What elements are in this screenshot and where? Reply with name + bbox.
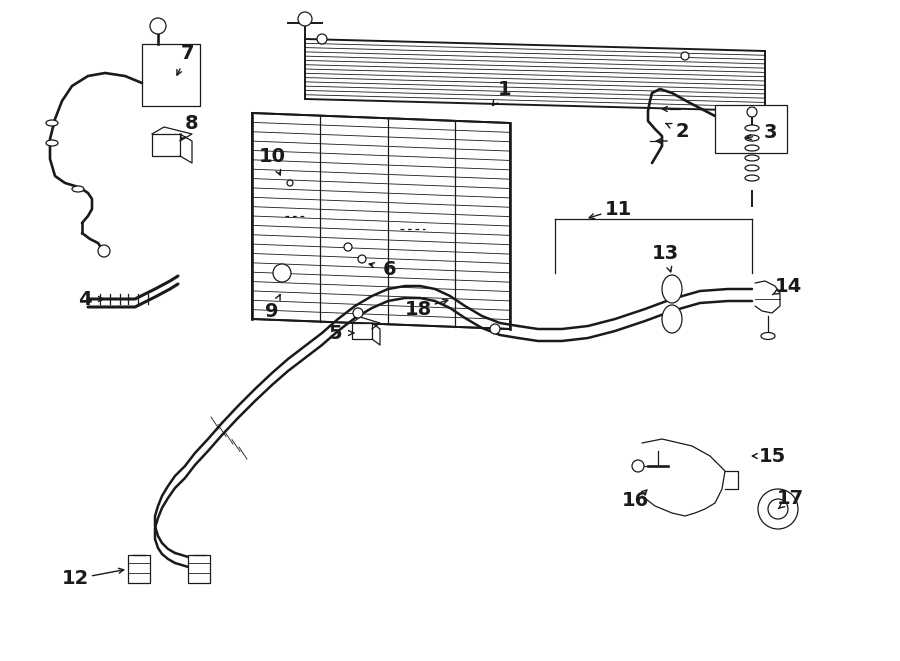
Circle shape <box>358 255 366 263</box>
Text: 17: 17 <box>777 490 804 508</box>
Circle shape <box>273 264 291 282</box>
Text: 3: 3 <box>763 124 777 143</box>
Circle shape <box>344 243 352 251</box>
Text: 9: 9 <box>266 301 279 321</box>
Text: 1: 1 <box>499 79 512 98</box>
Ellipse shape <box>745 145 759 151</box>
Bar <box>188 555 210 583</box>
Circle shape <box>298 12 312 26</box>
Circle shape <box>490 324 500 334</box>
Circle shape <box>681 52 689 60</box>
Ellipse shape <box>72 186 84 192</box>
Text: 15: 15 <box>759 446 786 465</box>
Ellipse shape <box>745 125 759 131</box>
Ellipse shape <box>46 140 58 146</box>
Ellipse shape <box>46 120 58 126</box>
Circle shape <box>317 34 327 44</box>
Ellipse shape <box>745 175 759 181</box>
Bar <box>152 134 180 156</box>
Text: 5: 5 <box>328 323 342 342</box>
Text: 16: 16 <box>621 492 649 510</box>
Circle shape <box>632 460 644 472</box>
Ellipse shape <box>662 275 682 303</box>
Circle shape <box>747 107 757 117</box>
Text: 6: 6 <box>383 260 397 278</box>
Text: 2: 2 <box>675 122 688 141</box>
Text: 7: 7 <box>181 44 194 63</box>
Circle shape <box>758 489 798 529</box>
Ellipse shape <box>662 305 682 333</box>
Text: 12: 12 <box>61 570 88 588</box>
Text: 14: 14 <box>774 276 802 295</box>
Circle shape <box>150 18 166 34</box>
Polygon shape <box>252 113 510 329</box>
Ellipse shape <box>745 165 759 171</box>
Text: 4: 4 <box>78 290 92 309</box>
Text: 13: 13 <box>652 243 679 262</box>
Ellipse shape <box>745 135 759 141</box>
Bar <box>352 323 372 339</box>
Text: 10: 10 <box>258 147 285 165</box>
Bar <box>715 105 787 153</box>
Ellipse shape <box>745 155 759 161</box>
Circle shape <box>768 499 788 519</box>
Circle shape <box>287 180 293 186</box>
Ellipse shape <box>761 332 775 340</box>
Text: 11: 11 <box>605 200 632 219</box>
Bar <box>128 555 150 583</box>
Circle shape <box>353 308 363 318</box>
Text: 8: 8 <box>185 114 199 132</box>
Circle shape <box>98 245 110 257</box>
Text: 18: 18 <box>404 299 432 319</box>
Bar <box>142 44 200 106</box>
